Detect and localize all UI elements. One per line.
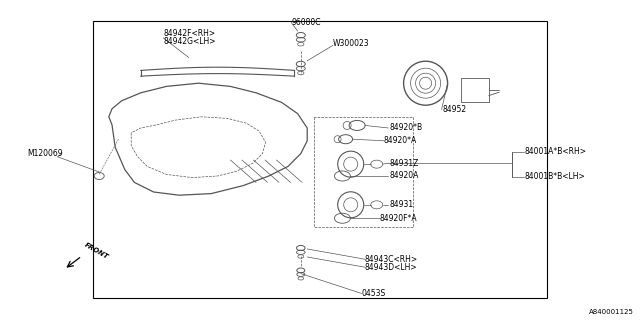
Text: 84952: 84952	[443, 105, 467, 114]
Text: 84920F*A: 84920F*A	[380, 214, 417, 223]
Text: 84001B*B<LH>: 84001B*B<LH>	[525, 172, 586, 181]
Text: W300023: W300023	[333, 39, 369, 48]
Bar	[461, 78, 489, 102]
Text: 84943D<LH>: 84943D<LH>	[365, 263, 417, 272]
Bar	[93, 21, 547, 298]
Text: 96080C: 96080C	[291, 18, 321, 27]
Text: 84920*A: 84920*A	[384, 136, 417, 145]
Text: 84942F<RH>: 84942F<RH>	[163, 29, 215, 38]
Text: 84931Z: 84931Z	[389, 159, 419, 168]
Text: FRONT: FRONT	[83, 242, 109, 260]
Text: 84943C<RH>: 84943C<RH>	[365, 255, 418, 264]
Text: A840001125: A840001125	[589, 309, 634, 315]
Text: 84931: 84931	[389, 200, 413, 209]
Text: 84920A: 84920A	[389, 172, 419, 180]
Text: M120069: M120069	[27, 149, 63, 158]
Text: 84942G<LH>: 84942G<LH>	[163, 37, 216, 46]
Text: 0453S: 0453S	[362, 289, 386, 298]
Text: 84920*B: 84920*B	[389, 124, 422, 132]
Text: 84001A*B<RH>: 84001A*B<RH>	[525, 148, 587, 156]
